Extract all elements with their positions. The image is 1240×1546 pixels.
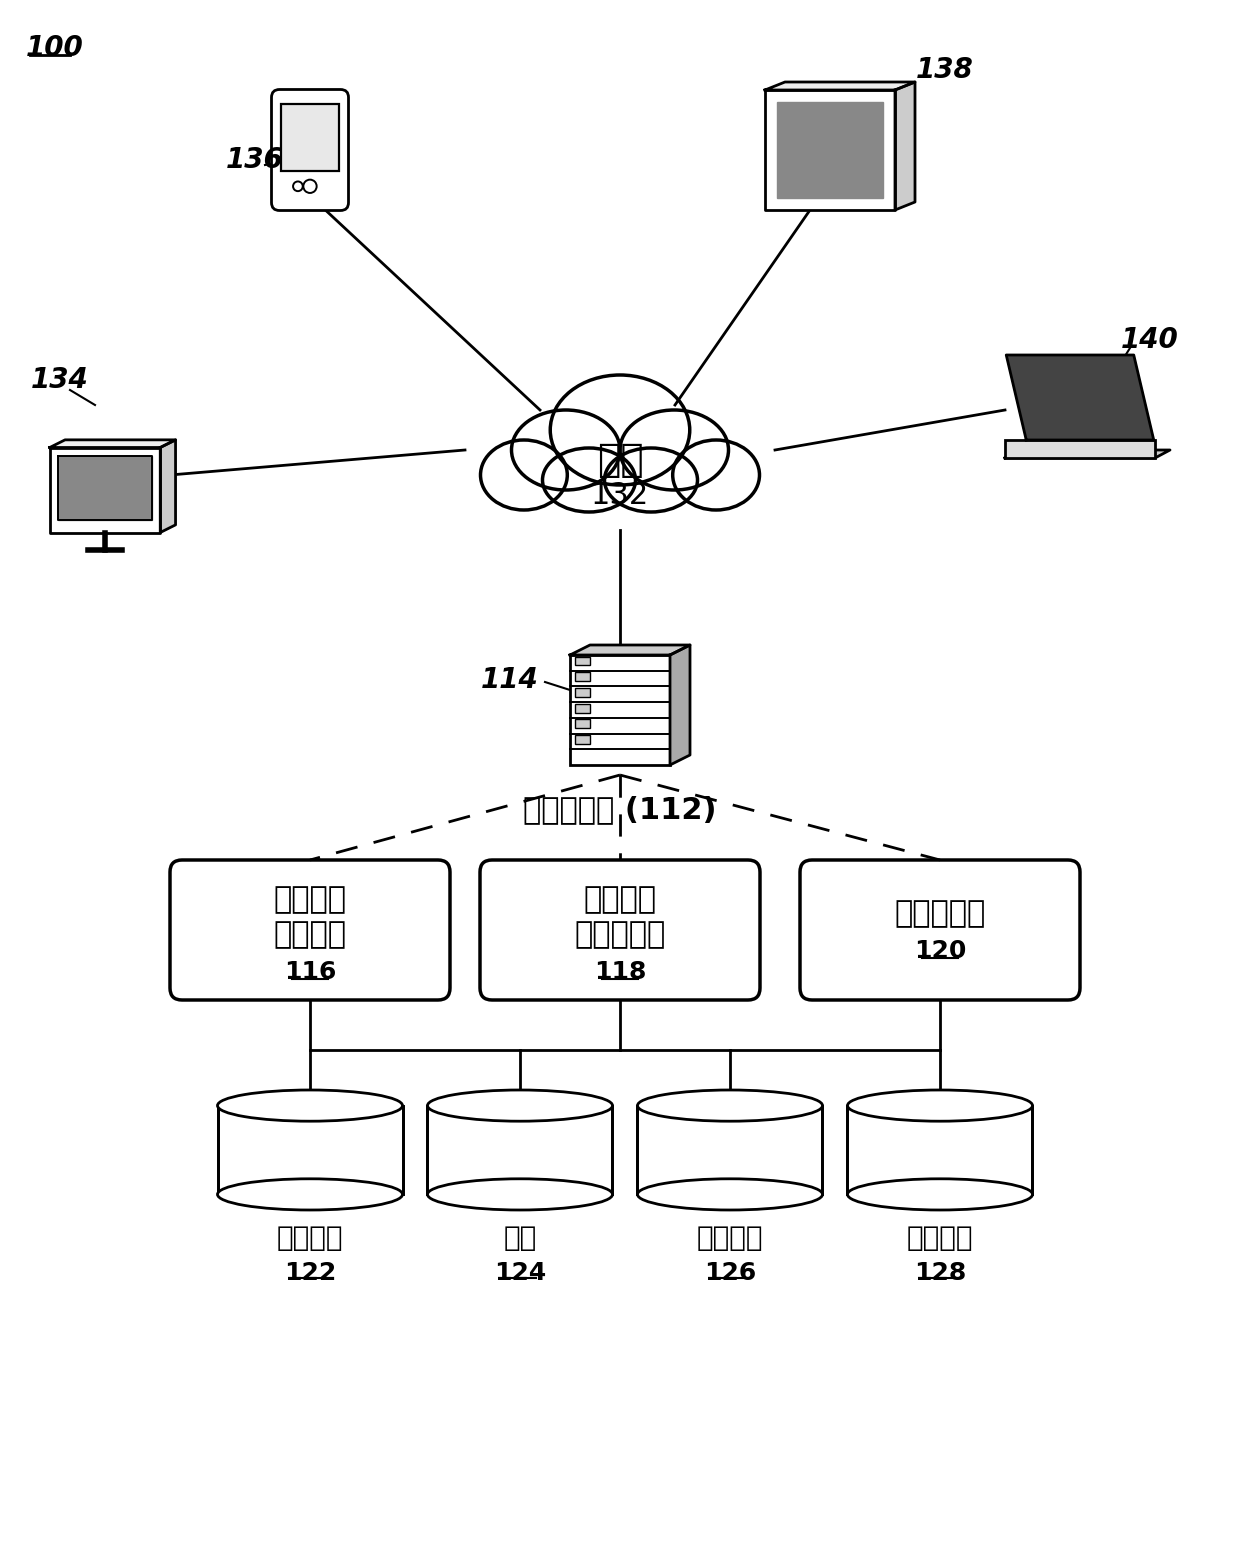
Polygon shape: [58, 456, 151, 519]
FancyBboxPatch shape: [480, 860, 760, 1000]
Text: 聊天历史: 聊天历史: [697, 1224, 764, 1252]
Text: 120: 120: [914, 938, 966, 963]
Ellipse shape: [542, 448, 635, 512]
Text: 126: 126: [704, 1262, 756, 1285]
Polygon shape: [765, 82, 915, 90]
Ellipse shape: [637, 1090, 822, 1121]
Bar: [575, 719, 590, 728]
Bar: [570, 656, 670, 765]
Ellipse shape: [604, 448, 697, 512]
FancyBboxPatch shape: [800, 860, 1080, 1000]
Bar: [575, 688, 590, 697]
Bar: [575, 736, 590, 744]
Text: 122: 122: [284, 1262, 336, 1285]
Bar: [847, 1105, 1033, 1195]
Circle shape: [304, 179, 316, 193]
Text: 134: 134: [31, 366, 89, 394]
Polygon shape: [1004, 450, 1171, 458]
Ellipse shape: [217, 1178, 403, 1211]
Ellipse shape: [847, 1090, 1033, 1121]
Bar: [575, 673, 590, 682]
Polygon shape: [160, 441, 176, 532]
Bar: [637, 1105, 822, 1195]
Text: 118: 118: [594, 960, 646, 983]
Ellipse shape: [511, 410, 620, 490]
FancyBboxPatch shape: [272, 90, 348, 210]
Polygon shape: [570, 645, 689, 656]
Text: 词典: 词典: [503, 1224, 537, 1252]
Text: 表情符号: 表情符号: [274, 884, 346, 914]
Text: 136: 136: [226, 145, 284, 175]
Polygon shape: [895, 82, 915, 210]
Polygon shape: [1006, 356, 1153, 441]
Ellipse shape: [428, 1178, 613, 1211]
Text: 116: 116: [284, 960, 336, 983]
Ellipse shape: [480, 441, 567, 510]
Ellipse shape: [620, 410, 728, 490]
Ellipse shape: [428, 1090, 613, 1121]
Text: 140: 140: [1121, 326, 1179, 354]
Polygon shape: [765, 90, 895, 210]
Ellipse shape: [847, 1178, 1033, 1211]
Ellipse shape: [637, 1178, 822, 1211]
Text: 检测模块: 检测模块: [274, 920, 346, 949]
Text: 用户信息: 用户信息: [906, 1224, 973, 1252]
Bar: [281, 104, 339, 170]
Bar: [217, 1105, 403, 1195]
Text: 网络: 网络: [596, 441, 644, 479]
Text: 分类器模块: 分类器模块: [574, 920, 666, 949]
Polygon shape: [670, 645, 689, 765]
Polygon shape: [777, 102, 883, 198]
Text: 服务器系统 (112): 服务器系统 (112): [523, 796, 717, 824]
Text: 表情符号: 表情符号: [584, 884, 656, 914]
Text: 114: 114: [481, 666, 539, 694]
Text: 100: 100: [26, 34, 84, 62]
FancyBboxPatch shape: [170, 860, 450, 1000]
Text: 132: 132: [591, 481, 649, 510]
Text: 128: 128: [914, 1262, 966, 1285]
Bar: [1004, 441, 1154, 458]
Ellipse shape: [551, 376, 689, 485]
Circle shape: [293, 181, 303, 192]
Polygon shape: [50, 441, 176, 447]
Bar: [428, 1105, 613, 1195]
Ellipse shape: [217, 1090, 403, 1121]
Text: 管理器模块: 管理器模块: [894, 898, 986, 928]
Text: 训练数据: 训练数据: [277, 1224, 343, 1252]
Text: 124: 124: [494, 1262, 546, 1285]
Text: 138: 138: [916, 56, 973, 83]
Ellipse shape: [672, 441, 759, 510]
Bar: [575, 657, 590, 665]
Bar: [575, 703, 590, 713]
